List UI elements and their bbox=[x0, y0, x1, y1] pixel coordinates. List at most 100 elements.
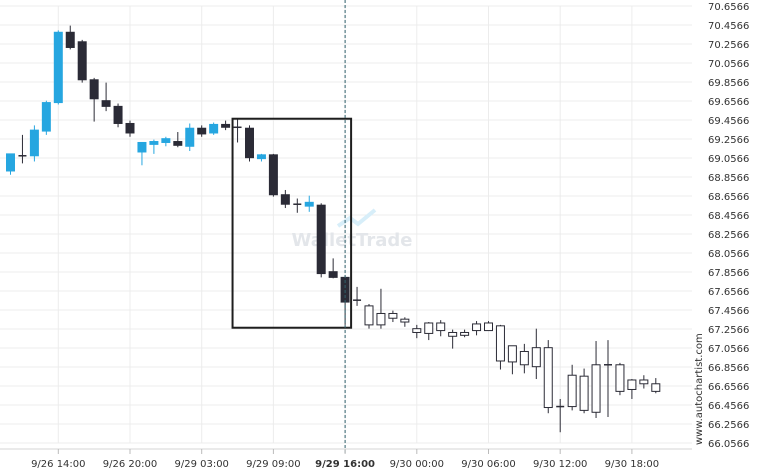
candle-body bbox=[137, 141, 147, 153]
y-tick-label: 69.8566 bbox=[708, 78, 749, 89]
candle bbox=[472, 321, 482, 336]
x-axis: 9/26 14:00 9/26 20:00 9/29 03:00 9/29 09:00… bbox=[0, 448, 692, 470]
candle bbox=[293, 198, 302, 213]
y-tick-label: 70.4566 bbox=[708, 21, 749, 32]
candle-body bbox=[6, 153, 15, 172]
candle-body bbox=[161, 138, 171, 143]
candle bbox=[53, 30, 63, 105]
candle bbox=[495, 324, 505, 370]
candle-body bbox=[209, 123, 219, 134]
candle-body bbox=[185, 127, 195, 147]
x-tick-label: 9/29 16:00 bbox=[315, 459, 375, 470]
candle bbox=[388, 310, 398, 323]
candle-body bbox=[328, 271, 338, 278]
candle bbox=[400, 317, 410, 327]
candle bbox=[531, 328, 541, 380]
candle-body bbox=[579, 375, 589, 411]
candle bbox=[567, 364, 577, 411]
x-tick-label: 9/30 18:00 bbox=[605, 459, 659, 470]
candle-body bbox=[543, 347, 553, 409]
candle-body bbox=[113, 105, 123, 124]
candle bbox=[161, 136, 171, 147]
candle-body bbox=[507, 345, 517, 363]
candle-body bbox=[149, 141, 159, 145]
y-tick-label: 67.4566 bbox=[708, 306, 749, 317]
candle bbox=[364, 303, 374, 329]
candle bbox=[197, 125, 207, 137]
candle bbox=[29, 125, 39, 162]
grid-lines bbox=[0, 5, 692, 444]
candle-body bbox=[245, 127, 254, 159]
candle bbox=[412, 324, 422, 339]
candle bbox=[185, 123, 195, 152]
candle bbox=[615, 362, 625, 396]
candle-body bbox=[388, 312, 398, 319]
y-tick-label: 67.8566 bbox=[708, 268, 749, 279]
candle-body bbox=[531, 347, 541, 368]
candle bbox=[376, 288, 386, 329]
candle-body bbox=[77, 41, 87, 81]
candle bbox=[460, 329, 470, 338]
candle bbox=[604, 340, 612, 418]
candle-body bbox=[495, 325, 505, 362]
candle bbox=[556, 398, 565, 433]
candle bbox=[113, 103, 123, 128]
candle-body bbox=[627, 379, 637, 390]
y-tick-label: 70.0566 bbox=[708, 59, 749, 70]
candle bbox=[543, 340, 553, 414]
x-tick-label: 9/30 00:00 bbox=[390, 459, 444, 470]
candle bbox=[209, 122, 219, 135]
y-tick-label: 67.0566 bbox=[708, 344, 749, 355]
candle-body bbox=[484, 322, 493, 332]
candle bbox=[519, 343, 529, 374]
candle-body bbox=[472, 323, 482, 332]
candle-body bbox=[448, 331, 458, 337]
candle bbox=[436, 320, 446, 337]
y-tick-label: 69.6566 bbox=[708, 97, 749, 108]
y-tick-label: 66.6566 bbox=[708, 382, 749, 393]
candle bbox=[424, 322, 434, 341]
candle bbox=[304, 195, 314, 212]
candle-body bbox=[304, 201, 314, 207]
candle-body bbox=[376, 312, 386, 326]
candle bbox=[448, 329, 458, 349]
x-tick-label: 9/30 12:00 bbox=[533, 459, 587, 470]
candle-body bbox=[101, 100, 111, 107]
candle bbox=[221, 120, 231, 131]
y-tick-label: 66.8566 bbox=[708, 363, 749, 374]
candle bbox=[41, 100, 51, 135]
y-tick-label: 69.2566 bbox=[708, 135, 749, 146]
candle-body bbox=[400, 318, 410, 323]
candle-body bbox=[41, 102, 51, 132]
candle-body bbox=[197, 127, 207, 135]
candle bbox=[639, 375, 649, 389]
candle-body bbox=[615, 364, 625, 392]
candle-body bbox=[221, 123, 231, 128]
y-tick-label: 69.0566 bbox=[708, 154, 749, 165]
pattern-highlight-box bbox=[231, 117, 353, 329]
candle-body bbox=[412, 328, 422, 333]
candle-body bbox=[651, 383, 661, 392]
candle-body bbox=[460, 331, 470, 336]
x-tick-label: 9/26 20:00 bbox=[103, 459, 157, 470]
y-tick-label: 68.6566 bbox=[708, 192, 749, 203]
candle-body bbox=[316, 204, 326, 275]
candle bbox=[233, 118, 242, 143]
candle bbox=[316, 203, 326, 278]
candle-body bbox=[53, 31, 63, 104]
candle-body bbox=[436, 322, 446, 332]
x-tick-label: 9/30 06:00 bbox=[461, 459, 515, 470]
candle bbox=[507, 345, 517, 375]
candle bbox=[245, 125, 254, 162]
y-tick-label: 66.4566 bbox=[708, 401, 749, 412]
y-tick-label: 68.0566 bbox=[708, 249, 749, 260]
y-tick-label: 68.8566 bbox=[708, 173, 749, 184]
x-tick-label: 9/26 14:00 bbox=[31, 459, 85, 470]
candle bbox=[65, 25, 75, 50]
candles bbox=[6, 25, 661, 433]
candle bbox=[328, 258, 338, 279]
candle-body bbox=[173, 141, 183, 146]
candle bbox=[77, 39, 87, 83]
candle-body bbox=[519, 350, 529, 366]
candle-body bbox=[29, 129, 39, 157]
